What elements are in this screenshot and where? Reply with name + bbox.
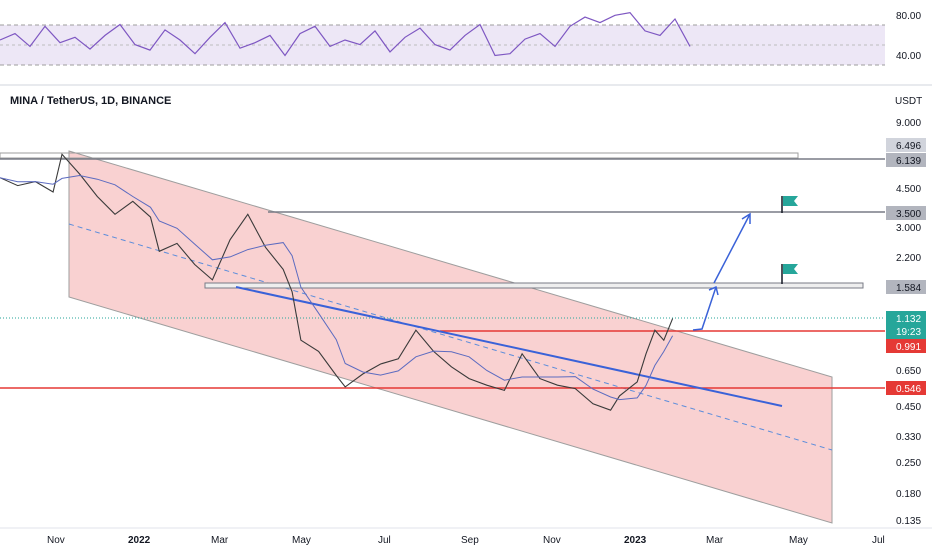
projection-arrow-long [713, 213, 751, 284]
time-tick: Nov [47, 535, 65, 546]
price-axis: 9.000 4.500 3.000 2.200 0.650 0.450 0.33… [886, 118, 926, 527]
price-tick: 4.500 [896, 184, 921, 195]
level-badge-1584 [886, 280, 926, 294]
price-axis-unit: USDT [895, 96, 922, 107]
price-tick: 0.180 [896, 489, 921, 500]
chart-title: MINA / TetherUS, 1D, BINANCE [10, 95, 171, 107]
level-badge-3500 [886, 206, 926, 220]
price-tick: 0.135 [896, 516, 921, 527]
time-tick: Mar [211, 535, 229, 546]
moving-average-line [0, 174, 674, 401]
level-zone-1584 [204, 282, 864, 289]
current-price-value: 1.132 [896, 314, 921, 325]
time-tick: May [292, 535, 311, 546]
price-pane: MINA / TetherUS, 1D, BINANCE USDT [0, 95, 922, 524]
level-badge-6139 [886, 153, 926, 167]
level-label-6496: 6.496 [896, 141, 921, 152]
price-tick: 3.000 [896, 223, 921, 234]
price-tick: 0.650 [896, 366, 921, 377]
time-tick: Jul [872, 535, 885, 546]
price-tick: 9.000 [896, 118, 921, 129]
level-badge-0991 [886, 339, 926, 353]
current-price-badge [886, 311, 926, 339]
price-tick: 0.250 [896, 458, 921, 469]
rsi-tick-40: 40.00 [896, 51, 921, 62]
rsi-band [0, 25, 885, 65]
rsi-line [0, 11, 691, 57]
price-tick: 0.450 [896, 402, 921, 413]
price-tick: 2.200 [896, 253, 921, 264]
time-tick: Sep [461, 535, 479, 546]
level-label-0991: 0.991 [896, 342, 921, 353]
trendline [235, 286, 783, 407]
price-line [0, 153, 674, 411]
flag-icon-upper [781, 196, 798, 213]
price-tick: 0.330 [896, 432, 921, 443]
time-tick: Jul [378, 535, 391, 546]
level-zone-top [0, 152, 799, 159]
flag-icon-lower [781, 264, 798, 284]
projection-arrowhead-long [741, 212, 751, 224]
time-tick: May [789, 535, 808, 546]
time-axis: Nov 2022 Mar May Jul Sep Nov 2023 Mar Ma… [47, 535, 885, 546]
rsi-pane: 80.00 40.00 [0, 11, 921, 66]
time-tick: 2023 [624, 535, 647, 546]
level-label-6139: 6.139 [896, 156, 921, 167]
current-price-countdown: 19:23 [896, 327, 921, 338]
level-label-3500: 3.500 [896, 209, 921, 220]
level-label-1584: 1.584 [896, 283, 921, 294]
projection-arrow-short [692, 286, 717, 331]
level-label-0546: 0.546 [896, 384, 921, 395]
level-badge-6496 [886, 138, 926, 152]
level-badge-0546 [886, 381, 926, 395]
time-tick: Mar [706, 535, 724, 546]
time-tick: Nov [543, 535, 561, 546]
time-tick: 2022 [128, 535, 151, 546]
channel-midline [68, 223, 833, 451]
rsi-tick-80: 80.00 [896, 11, 921, 22]
projection-arrowhead-short [708, 285, 719, 296]
